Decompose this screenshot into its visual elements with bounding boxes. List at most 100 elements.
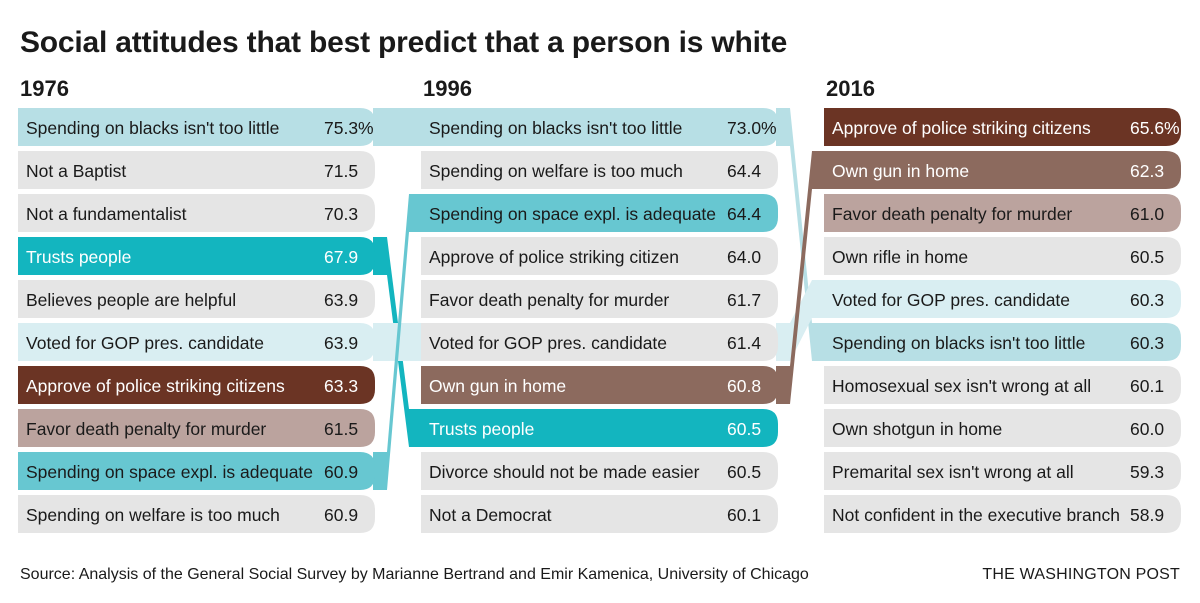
row-label: Spending on blacks isn't too little — [429, 118, 682, 138]
row-label: Spending on blacks isn't too little — [26, 118, 279, 138]
row-bar — [18, 366, 375, 404]
row-bar — [18, 409, 375, 447]
row-bar — [824, 151, 1181, 189]
row-label: Own rifle in home — [832, 247, 968, 267]
row-value: 60.1 — [1130, 376, 1164, 396]
row-1996-10: Not a Democrat 60.1 — [421, 495, 778, 533]
row-2016-6: Spending on blacks isn't too little 60.3 — [824, 323, 1181, 361]
row-2016-5: Voted for GOP pres. candidate 60.3 — [824, 280, 1181, 318]
row-bar — [824, 108, 1181, 146]
row-bar — [421, 495, 778, 533]
row-label: Voted for GOP pres. candidate — [26, 333, 264, 353]
connector-space-5 — [373, 194, 423, 490]
row-2016-8: Own shotgun in home 60.0 — [824, 409, 1181, 447]
row-1976-1: Spending on blacks isn't too little 75.3% — [18, 108, 375, 146]
row-bar — [421, 108, 778, 146]
row-bar — [18, 495, 375, 533]
row-2016-4: Own rifle in home 60.5 — [824, 237, 1181, 275]
row-value: 65.6% — [1130, 118, 1180, 138]
row-label: Own shotgun in home — [832, 419, 1002, 439]
row-label: Voted for GOP pres. candidate — [832, 290, 1070, 310]
row-label: Spending on space expl. is adequate — [429, 204, 716, 224]
row-bar — [18, 151, 375, 189]
row-bar — [421, 194, 778, 232]
row-1976-6: Voted for GOP pres. candidate 63.9 — [18, 323, 375, 361]
row-label: Voted for GOP pres. candidate — [429, 333, 667, 353]
row-bar — [18, 452, 375, 490]
row-value: 67.9 — [324, 247, 358, 267]
row-bar — [824, 280, 1181, 318]
row-value: 62.3 — [1130, 161, 1164, 181]
row-bar — [824, 366, 1181, 404]
row-value: 60.1 — [727, 505, 761, 525]
row-value: 58.9 — [1130, 505, 1164, 525]
row-1996-9: Divorce should not be made easier 60.5 — [421, 452, 778, 490]
row-label: Not a Democrat — [429, 505, 552, 525]
row-2016-3: Favor death penalty for murder 61.0 — [824, 194, 1181, 232]
row-bar — [18, 323, 375, 361]
row-value: 60.5 — [1130, 247, 1164, 267]
row-bar — [421, 151, 778, 189]
row-label: Approve of police striking citizens — [832, 118, 1091, 138]
row-bar — [421, 409, 778, 447]
row-1996-7: Own gun in home 60.8 — [421, 366, 778, 404]
row-value: 60.5 — [727, 419, 761, 439]
row-1996-1: Spending on blacks isn't too little 73.0% — [421, 108, 778, 146]
row-value: 60.5 — [727, 462, 761, 482]
row-value: 63.9 — [324, 333, 358, 353]
row-label: Spending on space expl. is adequate — [26, 462, 313, 482]
row-bar — [824, 409, 1181, 447]
row-bar — [421, 323, 778, 361]
row-1976-5: Believes people are helpful 63.9 — [18, 280, 375, 318]
row-value: 60.0 — [1130, 419, 1164, 439]
row-1976-3: Not a fundamentalist 70.3 — [18, 194, 375, 232]
row-value: 70.3 — [324, 204, 358, 224]
row-value: 63.3 — [324, 376, 358, 396]
connector-gop-4 — [776, 280, 826, 361]
row-bar — [421, 237, 778, 275]
row-label: Spending on blacks isn't too little — [832, 333, 1085, 353]
row-label: Own gun in home — [832, 161, 969, 181]
row-bar — [421, 280, 778, 318]
row-bar — [18, 108, 375, 146]
row-value: 60.9 — [324, 505, 358, 525]
year-header-1976: 1976 — [20, 76, 69, 101]
row-label: Premarital sex isn't wrong at all — [832, 462, 1074, 482]
row-label: Spending on welfare is too much — [26, 505, 280, 525]
row-label: Favor death penalty for murder — [832, 204, 1072, 224]
row-label: Favor death penalty for murder — [26, 419, 266, 439]
row-value: 71.5 — [324, 161, 358, 181]
row-1976-4: Trusts people 67.9 — [18, 237, 375, 275]
row-1976-10: Spending on welfare is too much 60.9 — [18, 495, 375, 533]
connector-gun-home-6 — [776, 151, 826, 404]
row-1976-7: Approve of police striking citizens 63.3 — [18, 366, 375, 404]
row-label: Not confident in the executive branch — [832, 505, 1120, 525]
row-bar — [18, 280, 375, 318]
row-bar — [824, 194, 1181, 232]
row-value: 60.3 — [1130, 290, 1164, 310]
row-value: 64.0 — [727, 247, 761, 267]
row-bar — [824, 495, 1181, 533]
row-label: Approve of police striking citizens — [26, 376, 285, 396]
year-header-1996: 1996 — [423, 76, 472, 101]
connector-spending-blacks-1 — [776, 108, 826, 361]
row-label: Trusts people — [429, 419, 534, 439]
row-label: Approve of police striking citizen — [429, 247, 679, 267]
row-label: Believes people are helpful — [26, 290, 236, 310]
row-2016-9: Premarital sex isn't wrong at all 59.3 — [824, 452, 1181, 490]
row-1996-3: Spending on space expl. is adequate 64.4 — [421, 194, 778, 232]
row-1996-4: Approve of police striking citizen 64.0 — [421, 237, 778, 275]
row-1996-2: Spending on welfare is too much 64.4 — [421, 151, 778, 189]
row-label: Favor death penalty for murder — [429, 290, 669, 310]
source-note: Source: Analysis of the General Social S… — [20, 566, 809, 583]
row-bar — [18, 237, 375, 275]
row-label: Divorce should not be made easier — [429, 462, 700, 482]
row-label: Spending on welfare is too much — [429, 161, 683, 181]
year-header-2016: 2016 — [826, 76, 875, 101]
row-bar — [824, 323, 1181, 361]
row-label: Own gun in home — [429, 376, 566, 396]
row-2016-10: Not confident in the executive branch 58.… — [824, 495, 1181, 533]
row-value: 60.3 — [1130, 333, 1164, 353]
row-value: 61.5 — [324, 419, 358, 439]
